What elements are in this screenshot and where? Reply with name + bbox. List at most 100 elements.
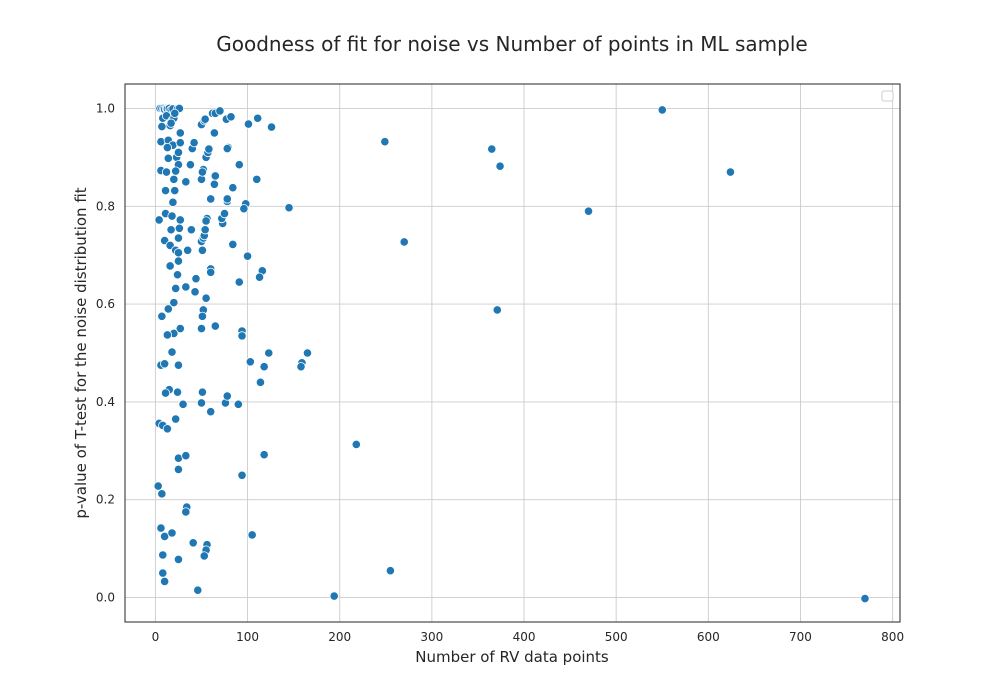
x-tick-label: 500 [605,630,628,644]
data-point [161,167,172,177]
data-point [199,551,209,561]
data-point [351,439,361,450]
data-point [209,179,219,189]
x-tick-label: 600 [697,630,720,644]
data-point [167,347,177,357]
plot-frame [124,83,901,623]
chart-title: Goodness of fit for noise vs Number of p… [216,32,807,56]
data-point [173,248,184,258]
x-tick-label: 400 [513,630,536,644]
data-point [175,215,185,225]
data-point [175,138,185,148]
data-point [193,585,203,595]
data-point [157,489,167,499]
data-point [173,464,184,474]
data-point [259,450,269,460]
x-tick-label: 300 [420,630,443,644]
data-point [302,348,313,358]
data-point [163,153,173,163]
data-point [245,357,255,367]
data-point [210,171,220,181]
data-point [583,206,594,216]
data-point [725,167,736,177]
data-point [160,576,170,587]
x-tick-label: 700 [789,630,812,644]
data-point [237,331,247,341]
data-point [228,183,238,193]
data-point [204,144,214,154]
x-axis-label: Number of RV data points [415,648,609,666]
data-point [201,293,211,303]
data-point [399,237,409,247]
y-tick-label: 0.4 [96,395,115,409]
data-point [200,225,210,235]
data-point [156,523,166,533]
data-point [190,287,200,297]
data-point [487,144,497,154]
data-points [153,103,870,604]
data-point [191,274,201,284]
data-point [222,391,232,401]
data-point [259,362,269,372]
data-point [162,330,172,340]
data-point [197,167,208,177]
x-tick-labels: 0 100 200 300 400 500 600 700 800 [152,630,904,644]
data-point [167,211,177,221]
data-point [183,245,193,255]
data-point [252,174,262,184]
data-point [158,568,168,578]
data-point [200,114,210,124]
data-point [170,186,180,196]
data-point [329,591,339,601]
data-point [239,204,249,214]
data-point [181,507,191,517]
data-point [242,251,253,261]
data-point [174,223,184,233]
data-point [206,267,216,277]
data-point [181,177,191,187]
data-point [171,166,181,176]
data-point [160,388,171,398]
data-point [657,105,667,115]
data-point [169,298,179,308]
x-tick-label: 200 [328,630,351,644]
data-point [380,137,390,147]
data-point [255,377,266,387]
y-tick-label: 0.8 [96,199,115,213]
data-point [185,160,196,170]
data-point [171,283,181,294]
data-point [197,311,208,321]
data-point [254,272,265,282]
data-point [173,147,184,158]
data-point [175,128,185,138]
x-tick-label: 0 [152,630,160,644]
data-point [234,160,244,170]
data-point [266,122,277,132]
data-point [160,531,170,542]
data-point [154,215,164,225]
data-point [197,387,208,397]
data-point [167,528,177,538]
data-point [172,270,183,280]
data-point [169,174,179,184]
data-point [160,186,171,196]
data-point [222,143,232,154]
data-point [209,128,219,138]
data-point [166,118,176,128]
data-point [206,194,216,204]
grid-lines [125,84,900,622]
data-point [168,197,178,207]
data-point [197,245,208,255]
data-point [160,359,170,369]
y-tick-label: 1.0 [96,101,115,115]
data-point [196,323,207,334]
data-point [157,121,167,132]
data-point [495,161,505,171]
data-point [172,387,183,397]
data-point [201,216,211,226]
data-point [186,225,196,235]
data-point [237,470,247,480]
data-point [181,451,191,461]
data-point [296,362,306,372]
data-point [243,119,254,129]
